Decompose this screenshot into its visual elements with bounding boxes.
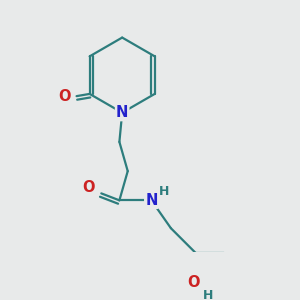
Text: H: H bbox=[159, 185, 169, 198]
Text: O: O bbox=[187, 275, 200, 290]
Text: H: H bbox=[202, 289, 213, 300]
Text: O: O bbox=[58, 88, 70, 104]
Text: N: N bbox=[116, 105, 128, 120]
Text: O: O bbox=[82, 180, 95, 195]
Text: N: N bbox=[145, 193, 158, 208]
